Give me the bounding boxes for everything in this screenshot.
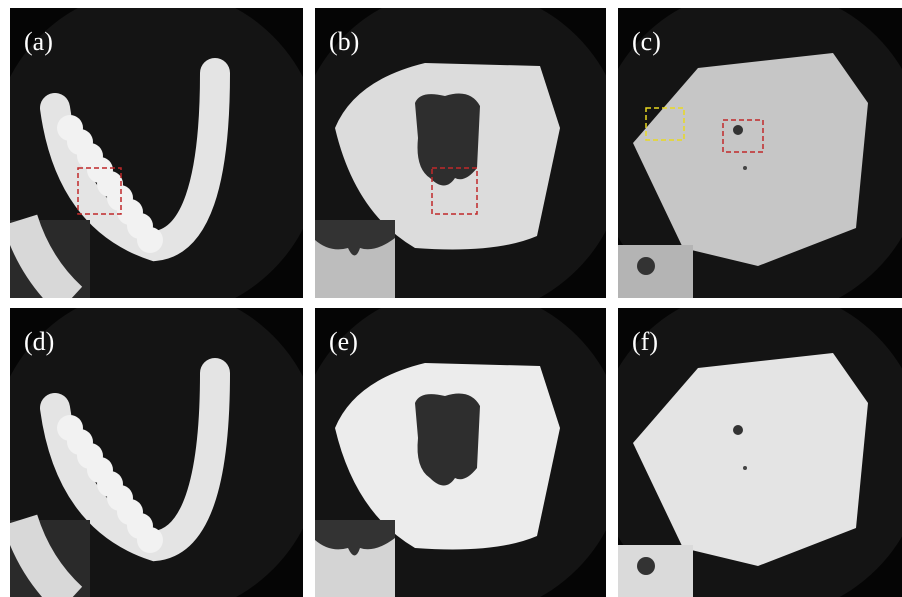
pore [733, 425, 743, 435]
tooth [137, 227, 163, 253]
pore [743, 166, 747, 170]
panel-label: (d) [24, 327, 54, 356]
image-panel: (f) [595, 288, 902, 597]
image-panel: (d) [0, 288, 322, 597]
pore [743, 466, 747, 470]
panel-label: (b) [329, 27, 359, 56]
panel-label: (e) [329, 327, 358, 356]
panel-label: (a) [24, 27, 53, 56]
image-panel: (c) [595, 0, 902, 318]
inset-pore [637, 257, 655, 275]
image-panel: (b) [296, 0, 626, 318]
cavity [415, 394, 480, 486]
figure: (a) (b) (c) (d) (e) (f) [0, 0, 902, 597]
tooth [137, 527, 163, 553]
panel-label: (f) [632, 327, 658, 356]
pore [733, 125, 743, 135]
inset-pore [637, 557, 655, 575]
image-panel: (a) [0, 0, 322, 318]
inset [618, 245, 693, 300]
image-panel: (e) [296, 288, 626, 597]
inset [618, 545, 693, 597]
panel-label: (c) [632, 27, 661, 56]
cavity [415, 94, 480, 186]
